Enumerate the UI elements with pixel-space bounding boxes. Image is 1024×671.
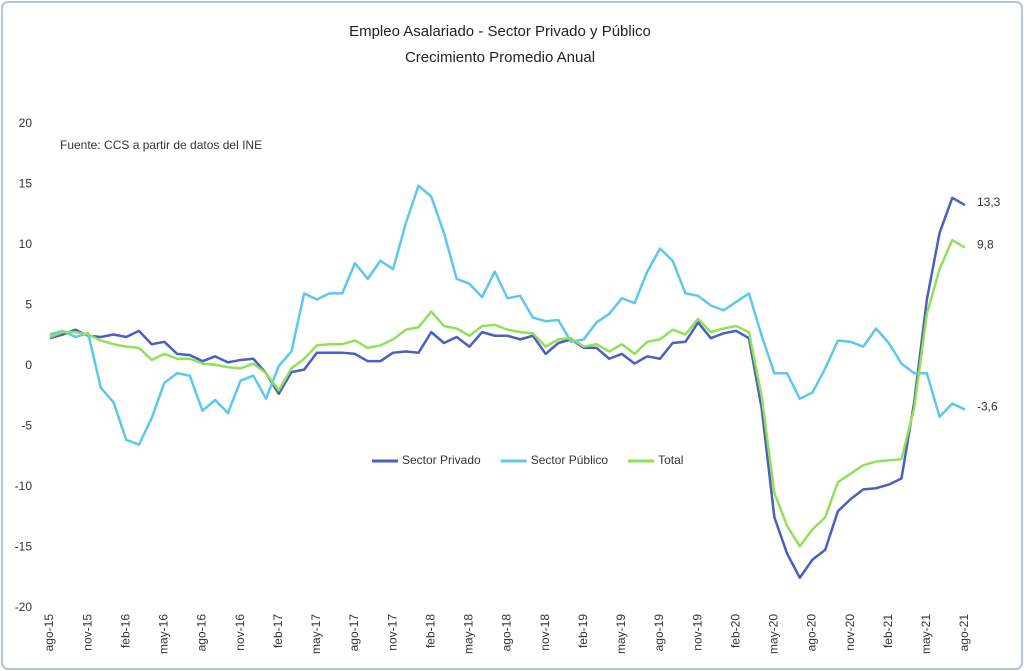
annotation: Fuente: CCS a partir de datos del INE xyxy=(60,138,262,152)
x-tick-label: ago-15 xyxy=(42,614,56,652)
y-tick-label: -15 xyxy=(15,540,33,554)
y-tick-label: 0 xyxy=(25,358,32,372)
x-tick-label: feb-20 xyxy=(728,614,742,648)
series-line xyxy=(49,238,966,548)
x-tick-label: feb-16 xyxy=(118,614,132,648)
x-tick-label: may-21 xyxy=(919,614,933,654)
y-tick-label: -5 xyxy=(21,419,32,433)
y-tick-label: 20 xyxy=(19,116,33,130)
legend-label: Sector Privado xyxy=(402,453,481,467)
x-tick-label: ago-16 xyxy=(195,614,209,652)
x-tick-label: ago-19 xyxy=(652,614,666,652)
x-tick-label: may-18 xyxy=(462,614,476,654)
legend-label: Sector Público xyxy=(531,453,609,467)
data-label: 13,3 xyxy=(977,195,1001,209)
y-tick-label: -10 xyxy=(15,479,33,493)
x-tick-label: may-16 xyxy=(157,614,171,654)
x-tick-label: nov-17 xyxy=(385,614,399,651)
y-tick-label: 15 xyxy=(19,177,33,191)
x-tick-label: may-17 xyxy=(309,614,323,654)
x-tick-label: ago-20 xyxy=(805,614,819,652)
data-label: -3,6 xyxy=(977,400,998,414)
series-line xyxy=(49,184,966,446)
x-tick-label: feb-18 xyxy=(423,614,437,648)
x-tick-label: feb-19 xyxy=(576,614,590,648)
x-tick-label: nov-19 xyxy=(690,614,704,651)
legend-label: Total xyxy=(658,453,683,467)
x-tick-label: ago-18 xyxy=(500,614,514,652)
x-tick-label: feb-17 xyxy=(271,614,285,648)
chart-title: Empleo Asalariado - Sector Privado y Púb… xyxy=(349,23,651,40)
y-tick-label: 10 xyxy=(19,237,33,251)
x-tick-label: nov-15 xyxy=(80,614,94,651)
x-tick-label: ago-21 xyxy=(957,614,971,652)
y-tick-label: 5 xyxy=(25,298,32,312)
x-tick-label: may-19 xyxy=(614,614,628,654)
chart-subtitle: Crecimiento Promedio Anual xyxy=(405,49,595,66)
x-tick-label: ago-17 xyxy=(347,614,361,652)
x-tick-label: nov-20 xyxy=(843,614,857,651)
x-tick-label: feb-21 xyxy=(881,614,895,648)
x-tick-label: may-20 xyxy=(767,614,781,654)
y-tick-label: -20 xyxy=(15,600,33,614)
x-tick-label: nov-16 xyxy=(233,614,247,651)
x-tick-label: nov-18 xyxy=(538,614,552,651)
series-line xyxy=(49,196,966,579)
data-label: 9,8 xyxy=(977,238,994,252)
